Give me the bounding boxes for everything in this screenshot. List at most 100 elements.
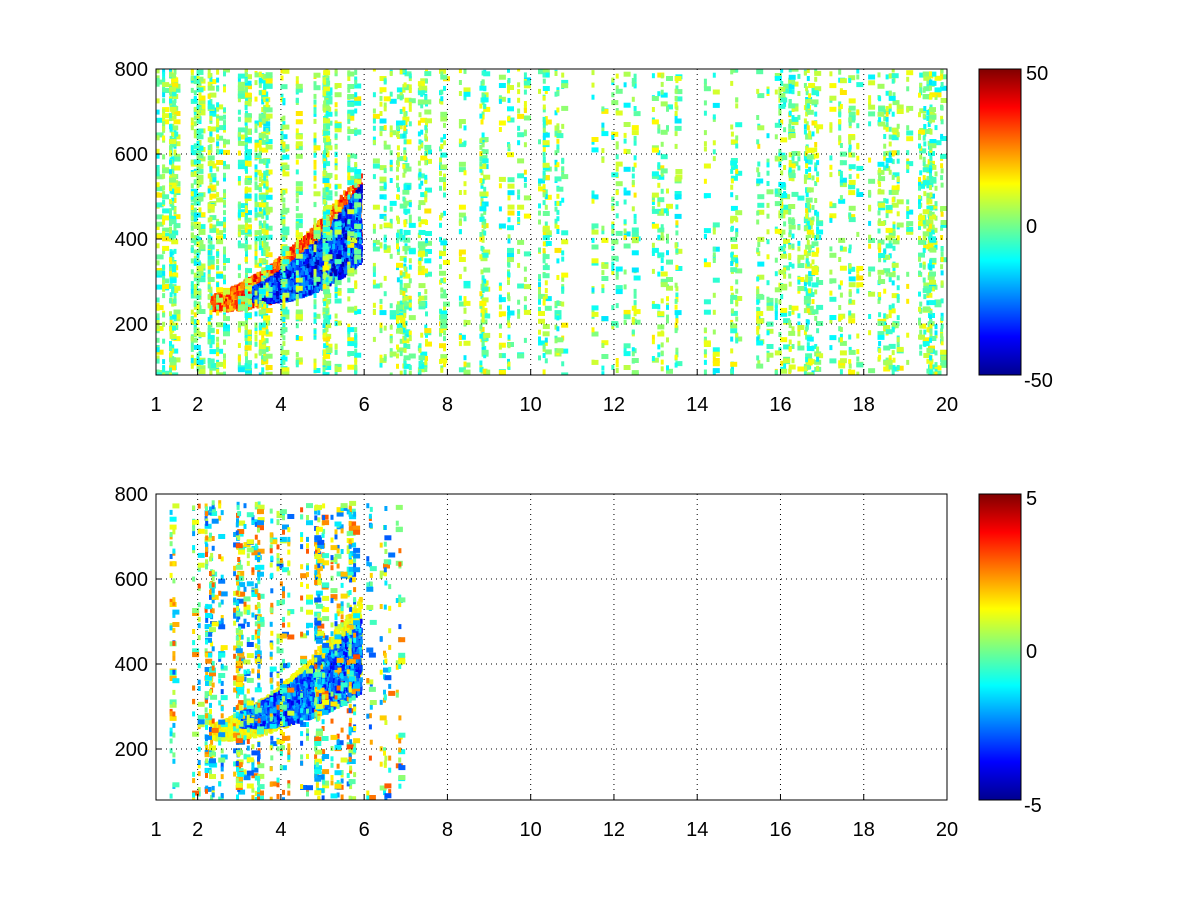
heatmap-cell xyxy=(331,248,335,254)
heatmap-cell xyxy=(343,200,347,206)
heatmap-cell xyxy=(305,276,309,282)
heatmap-cell xyxy=(351,264,355,269)
heatmap-cell xyxy=(351,256,355,262)
heatmap-cell xyxy=(288,260,292,266)
heatmap-cell xyxy=(234,293,238,299)
heatmap-cell xyxy=(306,232,310,238)
heatmap-cell xyxy=(348,225,352,231)
heatmap-cell xyxy=(219,306,222,311)
heatmap-cell xyxy=(355,242,359,248)
heatmap-cell xyxy=(224,298,228,304)
heatmap-cell xyxy=(345,191,349,197)
heatmap-cell xyxy=(357,176,361,182)
heatmap-cell xyxy=(355,217,358,223)
heatmap-cell xyxy=(213,299,217,305)
heatmap-cell xyxy=(313,287,317,293)
heatmap-cell xyxy=(329,246,333,252)
heatmap-cell xyxy=(283,255,287,261)
heatmap-cell xyxy=(289,288,293,294)
heatmap-cell xyxy=(256,284,260,290)
heatmap-cell xyxy=(302,289,306,295)
heatmap-cell xyxy=(329,249,333,255)
heatmap-cell xyxy=(358,243,362,249)
heatmap-cell xyxy=(309,228,313,234)
heatmap-cell xyxy=(272,268,276,274)
heatmap-cell xyxy=(344,261,347,267)
heatmap-cell xyxy=(332,273,336,279)
heatmap-cell xyxy=(328,216,332,222)
heatmap-cell xyxy=(328,243,332,249)
heatmap-cell xyxy=(233,287,237,293)
heatmap-cell xyxy=(358,239,362,244)
heatmap-cell xyxy=(251,303,255,309)
heatmap-cell xyxy=(320,219,324,225)
heatmap-cell xyxy=(359,184,363,190)
heatmap-cell xyxy=(256,271,260,277)
heatmap-cell xyxy=(332,208,336,214)
heatmap-cell xyxy=(302,237,306,243)
heatmap-cell xyxy=(338,245,342,251)
heatmap-cell xyxy=(271,265,275,271)
heatmap-cell xyxy=(227,300,231,306)
heatmap-cell xyxy=(331,266,335,272)
heatmap-cell xyxy=(351,260,355,266)
heatmap-cell xyxy=(319,252,323,258)
heatmap-cell xyxy=(359,173,363,179)
heatmap-cell xyxy=(347,190,351,196)
heatmap-cell xyxy=(349,203,353,208)
heatmap-cell xyxy=(234,300,238,305)
heatmap-cell xyxy=(295,246,299,252)
heatmap-cell xyxy=(275,268,279,274)
heatmap-cell xyxy=(317,220,320,226)
heatmap-cell xyxy=(301,249,305,255)
heatmap-cell xyxy=(280,270,284,276)
heatmap-cell xyxy=(342,211,346,217)
heatmap-cell xyxy=(287,288,291,294)
heatmap-cell xyxy=(314,240,318,246)
heatmap-cell xyxy=(229,288,233,294)
heatmap-cell xyxy=(342,222,346,228)
heatmap-cell xyxy=(231,288,235,294)
heatmap-cell xyxy=(272,262,276,268)
heatmap-cell xyxy=(352,249,355,255)
heatmap-cell xyxy=(278,262,282,268)
heatmap-cell xyxy=(257,276,261,282)
heatmap-cell xyxy=(352,251,356,257)
heatmap-cell xyxy=(316,280,320,286)
heatmap-cell xyxy=(333,218,337,224)
heatmap-cell xyxy=(339,194,343,200)
heatmap-cell xyxy=(311,280,314,285)
heatmap-cell xyxy=(343,190,347,196)
heatmap-cell xyxy=(274,259,278,265)
heatmap-cell xyxy=(218,293,221,299)
heatmap-cell xyxy=(311,283,315,289)
heatmap-cell xyxy=(329,209,333,215)
heatmap-cell xyxy=(359,188,363,194)
heatmap-cell xyxy=(332,261,336,267)
heatmap-cell xyxy=(290,256,294,261)
heatmap-cell xyxy=(344,218,348,224)
heatmap-cell xyxy=(308,246,312,252)
heatmap-cell xyxy=(210,296,214,302)
heatmap-cell xyxy=(341,202,345,208)
heatmap-cell xyxy=(307,237,311,243)
heatmap-cell xyxy=(305,239,309,244)
heatmap-cell xyxy=(255,279,259,285)
heatmap-cell xyxy=(226,303,229,309)
heatmap-cell xyxy=(315,286,319,292)
heatmap-cell xyxy=(212,296,216,302)
heatmap-cell xyxy=(358,258,362,264)
heatmap-cell xyxy=(289,246,293,252)
heatmap-cell xyxy=(301,240,305,246)
heatmap-cell xyxy=(309,239,313,245)
heatmap-cell xyxy=(292,244,296,250)
heatmap-cell xyxy=(352,191,356,197)
heatmap-cell xyxy=(236,290,240,296)
heatmap-cell xyxy=(267,277,271,283)
heatmap-cell xyxy=(238,285,242,291)
heatmap-cell xyxy=(347,187,351,193)
heatmap-cell xyxy=(240,283,244,289)
heatmap-cell xyxy=(308,278,312,284)
